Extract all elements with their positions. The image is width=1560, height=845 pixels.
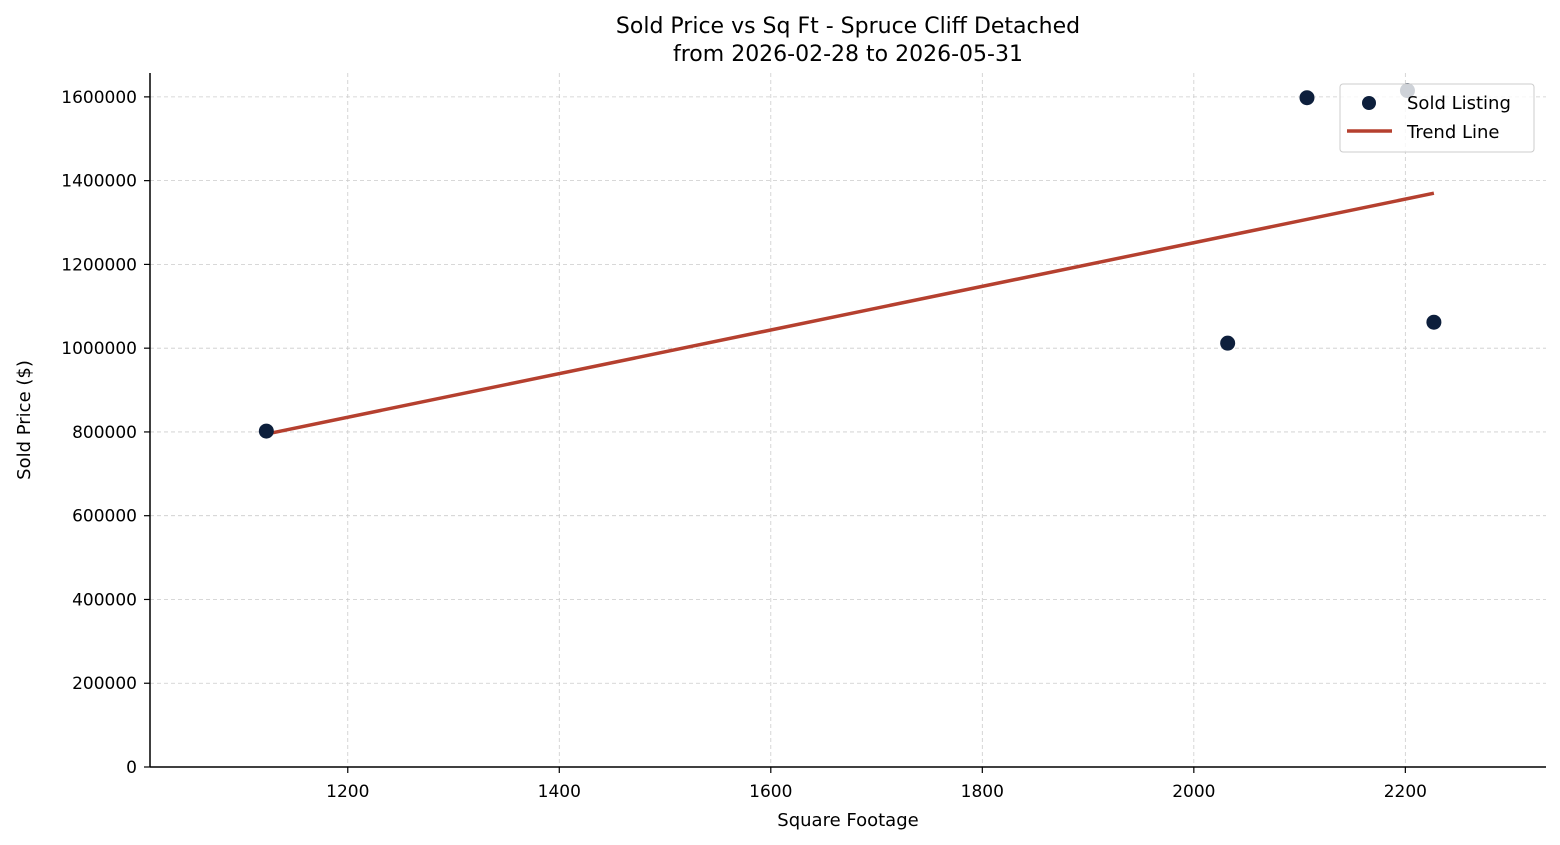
legend-label-sold-listing: Sold Listing: [1407, 93, 1511, 114]
legend-label-trend-line: Trend Line: [1406, 122, 1500, 143]
scatter-point: [1426, 314, 1442, 330]
axis-ticks: 1200 1400 1600 1800 2000 2200 0 200000 400000 600…: [61, 88, 1427, 802]
y-tick-label: 800000: [72, 423, 137, 443]
y-tick-label: 1000000: [61, 339, 137, 359]
x-tick-label: 2000: [1172, 782, 1215, 802]
y-tick-label: 1600000: [61, 88, 137, 108]
x-tick-label: 1800: [961, 782, 1004, 802]
y-tick-label: 1200000: [61, 255, 137, 275]
x-tick-label: 1200: [326, 782, 369, 802]
chart-subtitle: from 2026-02-28 to 2026-05-31: [673, 42, 1023, 67]
y-tick-label: 0: [126, 758, 137, 778]
y-tick-label: 600000: [72, 507, 137, 527]
x-tick-label: 1600: [749, 782, 792, 802]
y-tick-label: 1400000: [61, 172, 137, 192]
scatter-point: [1299, 90, 1315, 106]
y-tick-label: 400000: [72, 590, 137, 610]
trend-line: [265, 191, 1435, 436]
scatter-point: [1220, 335, 1236, 351]
scatter-points: [258, 83, 1442, 439]
scatter-point: [258, 423, 274, 439]
x-tick-label: 1400: [538, 782, 581, 802]
x-tick-label: 2200: [1384, 782, 1427, 802]
legend-box: [1339, 83, 1535, 153]
grid: [150, 73, 1546, 768]
legend: Sold Listing Trend Line: [1339, 83, 1535, 153]
chart-title: Sold Price vs Sq Ft - Spruce Cliff Detac…: [616, 14, 1080, 39]
y-axis-label: Sold Price ($): [14, 360, 35, 480]
x-axis-label: Square Footage: [777, 810, 918, 831]
y-tick-label: 200000: [72, 674, 137, 694]
legend-marker-sold-listing: [1362, 96, 1376, 110]
trend-line-layer: [265, 191, 1435, 436]
